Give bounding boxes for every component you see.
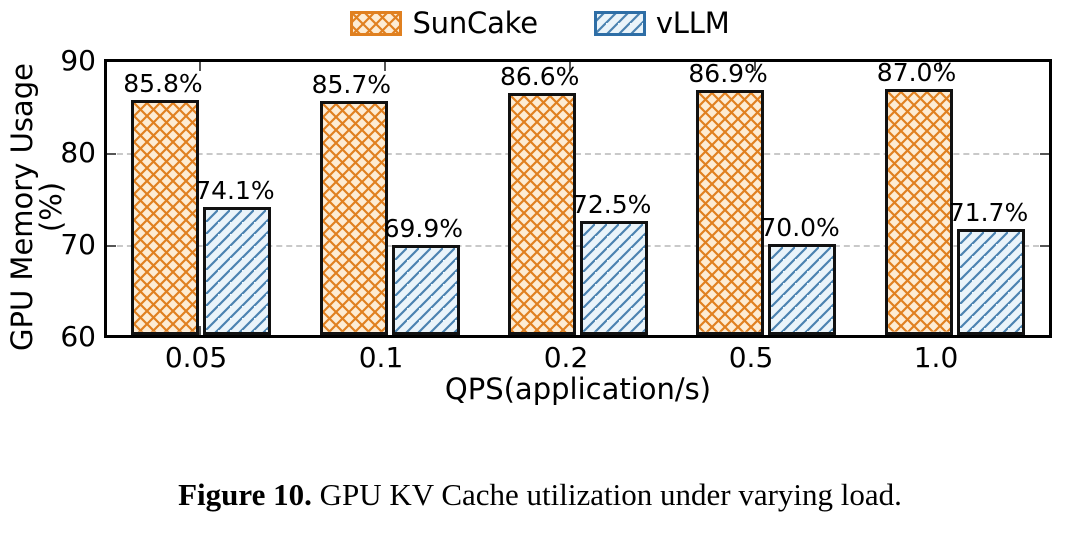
bar-suncake-1.0 <box>884 89 953 335</box>
bar-vllm-0.05 <box>203 206 272 335</box>
y-tick-mark-80-right <box>1040 153 1049 155</box>
suncake-swatch-icon <box>350 10 403 36</box>
plot-area: 85.8% 74.1% 85.7% 69.9% 86.6% 72.5% 86.9% 70.0%… <box>104 59 1052 338</box>
bar-suncake-0.5 <box>696 90 765 335</box>
y-tick-mark-80 <box>107 153 116 155</box>
legend-label-suncake: SunCake <box>412 5 538 40</box>
y-tick-label-80: 80 <box>60 136 96 169</box>
x-tick-label-4: 1.0 <box>913 341 959 374</box>
caption-text: GPU KV Cache utilization under varying l… <box>311 477 902 512</box>
bar-vllm-0.5 <box>768 244 837 335</box>
gridline-80 <box>107 153 1049 155</box>
bar-value-label-vllm-0.2: 72.5% <box>572 190 652 220</box>
figure-number: Figure 10. <box>178 477 312 512</box>
x-tick-mark-0 <box>199 62 201 71</box>
bar-vllm-1.0 <box>956 228 1025 335</box>
bar-value-label-vllm-0.1: 69.9% <box>383 213 464 243</box>
x-tick-label-1: 0.1 <box>358 341 404 374</box>
bar-value-label-suncake-0.5: 86.9% <box>688 59 768 89</box>
bar-value-label-suncake-1.0: 87.0% <box>876 58 957 88</box>
bar-vllm-0.2 <box>580 221 648 335</box>
gridline-70 <box>107 245 1049 247</box>
x-tick-mark-0-bottom <box>199 326 201 335</box>
legend-entry-vllm: vLLM <box>593 5 730 40</box>
bar-value-label-vllm-0.05: 74.1% <box>195 175 275 205</box>
chart-legend: SunCake vLLM <box>0 2 1080 44</box>
y-tick-label-70: 70 <box>60 228 96 261</box>
bar-value-label-vllm-1.0: 71.7% <box>948 197 1029 227</box>
y-tick-mark-70-right <box>1040 245 1049 247</box>
x-tick-mark-2 <box>569 62 571 71</box>
legend-label-vllm: vLLM <box>655 5 730 40</box>
x-tick-label-3: 0.5 <box>728 341 774 374</box>
vllm-swatch-icon <box>593 10 646 36</box>
bar-suncake-0.05 <box>131 100 200 335</box>
figure-caption: Figure 10. GPU KV Cache utilization unde… <box>0 478 1080 512</box>
bar-value-label-vllm-0.5: 70.0% <box>760 213 840 242</box>
y-tick-mark-70 <box>107 245 116 247</box>
bar-value-label-suncake-0.1: 85.7% <box>311 70 392 100</box>
x-tick-label-2: 0.2 <box>543 341 589 374</box>
x-tick-mark-3 <box>754 62 756 71</box>
bar-suncake-0.2 <box>508 92 576 335</box>
x-tick-label-0: 0.05 <box>164 341 228 374</box>
x-axis-title: QPS(application/s) <box>444 372 712 406</box>
bar-vllm-0.1 <box>391 244 460 335</box>
y-axis-tick-labels: 90 80 70 60 <box>0 0 96 543</box>
bar-suncake-0.1 <box>319 101 388 335</box>
plot-inner: 85.8% 74.1% 85.7% 69.9% 86.6% 72.5% 86.9% 70.0%… <box>107 58 1049 335</box>
bar-value-label-suncake-0.05: 85.8% <box>123 69 203 99</box>
y-tick-label-90: 90 <box>60 44 96 77</box>
y-axis-title: GPU Memory Usage (%) <box>5 63 68 351</box>
legend-entry-suncake: SunCake <box>350 5 538 40</box>
y-tick-label-60: 60 <box>60 320 96 353</box>
x-tick-mark-4 <box>939 62 941 71</box>
x-tick-mark-1 <box>384 62 386 71</box>
bar-value-label-suncake-0.2: 86.6% <box>500 61 580 91</box>
